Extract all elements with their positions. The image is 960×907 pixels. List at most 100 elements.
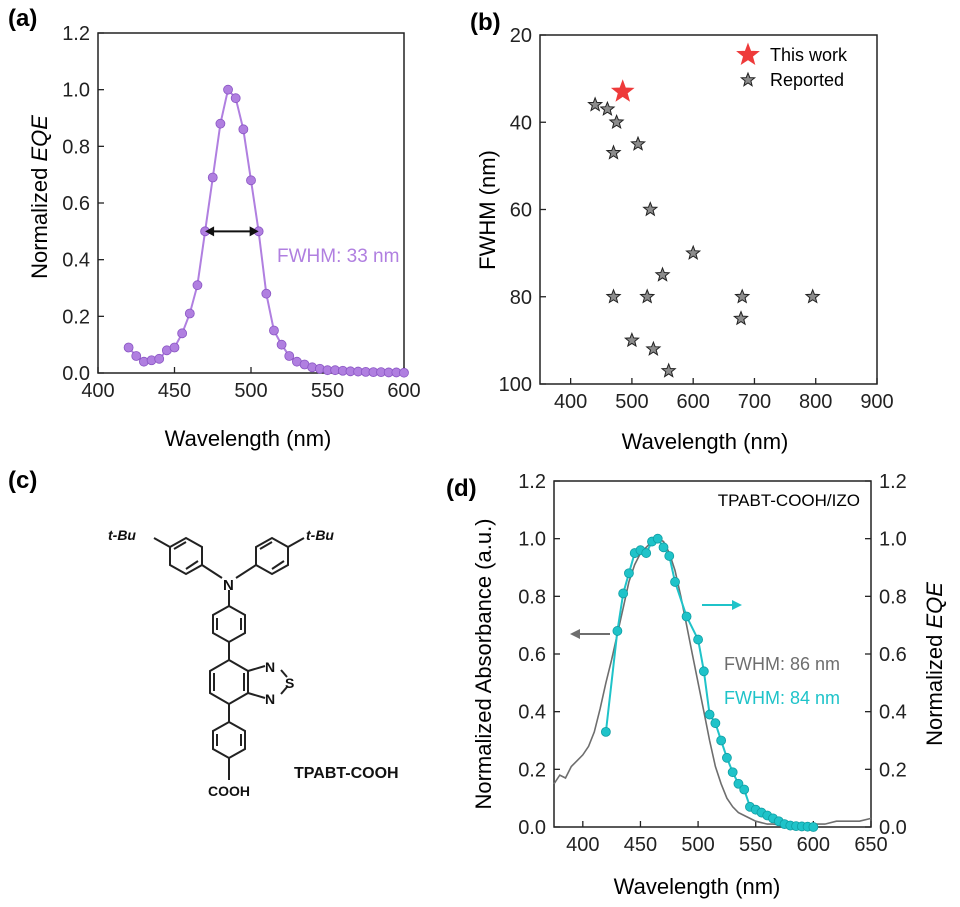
x-tick-label: 600 <box>676 391 709 413</box>
eqe-point <box>230 93 241 104</box>
y-tick-label: 0.6 <box>62 193 90 215</box>
tbu-left-label: t-Bu <box>108 527 136 543</box>
eqe-point-d <box>710 718 721 729</box>
nitrogen-label: N <box>223 577 234 594</box>
y-tick-label: 0.0 <box>62 363 90 385</box>
tbu-right-label: t-Bu <box>306 527 334 543</box>
y-right-tick-label: 0.0 <box>879 817 907 839</box>
x-tick-label: 400 <box>81 380 114 402</box>
phenyl-ring-right <box>255 536 289 576</box>
reported-star-point <box>587 96 604 112</box>
panel-label-a: (a) <box>8 5 37 32</box>
y-right-tick-label: 1.2 <box>879 471 907 493</box>
eqe-point-d <box>733 778 744 789</box>
eqe-point <box>123 342 134 353</box>
y-axis-label-d-right: Normalized EQE <box>922 582 947 746</box>
eqe-point <box>223 84 233 95</box>
eqe-point-d <box>808 822 819 832</box>
eqe-point-d <box>722 752 732 763</box>
reported-star-point <box>642 201 659 217</box>
eqe-point <box>276 339 287 350</box>
phenyl-ring-left <box>169 536 203 576</box>
x-tick-label: 450 <box>158 380 191 402</box>
fwhm-arrowhead-left <box>205 226 215 237</box>
eqe-point <box>246 175 256 186</box>
x-tick-label: 500 <box>234 380 267 402</box>
y-tick-label: 0.4 <box>62 250 90 272</box>
thiadiazole-n-bottom: N <box>265 691 275 707</box>
reported-star-point <box>639 288 656 304</box>
reported-star-point <box>732 310 749 326</box>
x-tick-label: 900 <box>860 391 893 413</box>
thiadiazole-n-top: N <box>265 659 275 675</box>
y-tick-label: 1.0 <box>518 529 546 551</box>
eqe-point-d <box>652 533 663 544</box>
y-tick-label: 60 <box>510 200 532 222</box>
y-tick-label: 1.2 <box>518 471 546 493</box>
legend-label-reported: Reported <box>770 70 844 90</box>
y-tick-label: 0.8 <box>518 586 546 608</box>
eqe-point-d <box>641 548 652 558</box>
eqe-point-d <box>698 666 709 677</box>
eqe-point-d <box>600 726 611 737</box>
phenyl-ring-middle <box>212 604 246 644</box>
x-tick-label: 550 <box>311 380 344 402</box>
y-tick-label: 40 <box>510 112 532 134</box>
thiadiazole-s: S <box>285 675 294 691</box>
eqe-point-d <box>670 577 680 587</box>
eqe-point-d <box>612 626 623 636</box>
eqe-point <box>177 328 188 339</box>
fwhm-annotation-a: FWHM: 33 nm <box>277 246 399 267</box>
x-tick-label: 800 <box>799 391 832 413</box>
x-tick-label: 450 <box>624 834 657 856</box>
y-tick-label: 1.0 <box>62 80 90 102</box>
chemical-labels: t-Bu t-Bu N N S N COOH TPABT-COOH <box>108 527 399 799</box>
eqe-point <box>284 351 295 361</box>
reported-star-point <box>605 144 622 160</box>
bond <box>201 564 223 579</box>
reported-star-point <box>685 244 702 260</box>
y-right-tick-label: 0.4 <box>879 702 907 724</box>
y-axis-label-d-left: Normalized Absorbance (a.u.) <box>471 518 496 809</box>
reported-star-point <box>599 100 616 116</box>
eqe-point <box>184 308 195 319</box>
eqe-point <box>261 288 272 299</box>
bond <box>287 537 305 548</box>
reported-star-point <box>654 266 671 282</box>
x-tick-label: 400 <box>554 391 587 413</box>
eqe-point-d <box>704 709 715 720</box>
y-tick-label: 20 <box>510 25 532 47</box>
eqe-point-d <box>664 551 675 561</box>
eqe-point <box>131 351 142 361</box>
reported-star-point <box>630 135 647 151</box>
absorbance-line <box>553 537 872 827</box>
reported-star-point <box>645 340 662 356</box>
chart-a: 400 450 500 550 600 0.0 0.2 0.4 0.6 0.8 1.0 1.2 FWH… <box>27 23 421 451</box>
plot-frame <box>97 32 405 374</box>
eqe-point <box>399 367 409 378</box>
x-tick-label: 500 <box>681 834 714 856</box>
x-tick-label: 500 <box>615 391 648 413</box>
reported-star-point <box>608 113 625 130</box>
legend-marker-this-work <box>736 42 760 66</box>
x-tick-label: 550 <box>739 834 772 856</box>
x-tick-label: 700 <box>738 391 771 413</box>
x-tick-label: 600 <box>387 380 420 402</box>
eqe-point-d <box>716 735 727 746</box>
eqe-point <box>154 353 165 364</box>
chemical-structure <box>153 536 305 780</box>
panel-label-b: (b) <box>470 9 501 36</box>
reported-star-point <box>605 288 622 304</box>
legend-marker-reported <box>739 71 757 87</box>
y-tick-label: 0.2 <box>518 759 546 781</box>
fwhm-arrowhead-right <box>249 226 259 237</box>
this-work-star-point <box>610 79 635 102</box>
y-tick-label: 1.2 <box>62 23 90 45</box>
eqe-point-d <box>681 611 692 622</box>
eqe-point <box>215 118 226 129</box>
y-tick-label: 80 <box>510 287 532 309</box>
y-tick-label: 0.6 <box>518 644 546 666</box>
